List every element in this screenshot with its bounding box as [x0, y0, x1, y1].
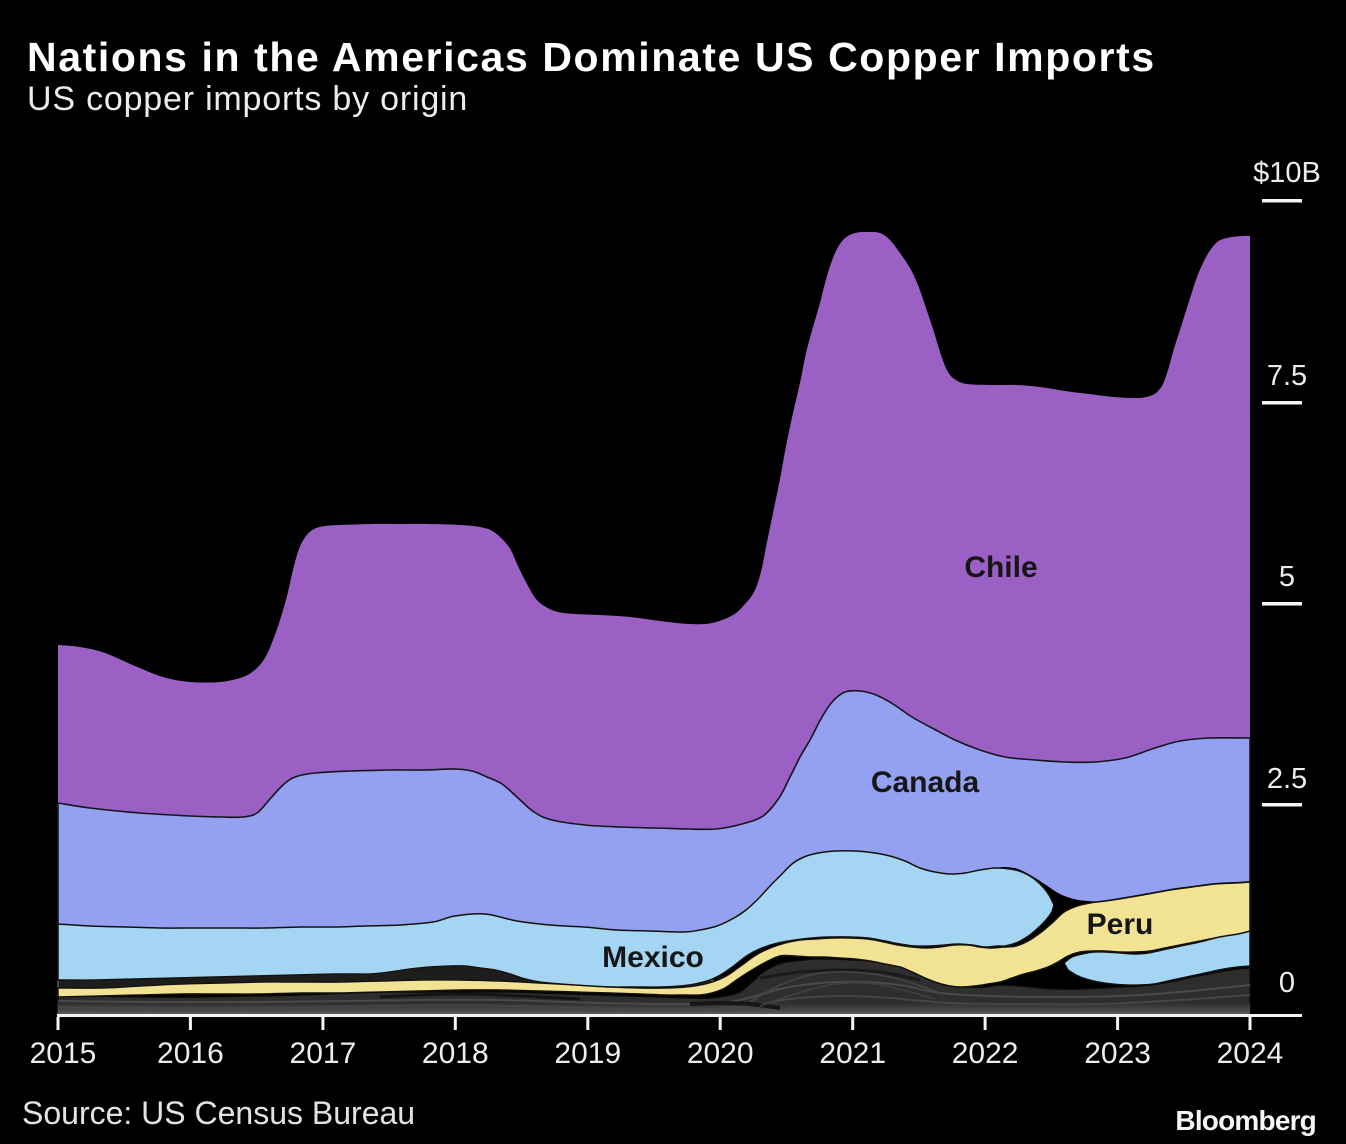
svg-text:2021: 2021 — [819, 1037, 886, 1070]
svg-text:$10B: $10B — [1253, 157, 1321, 189]
svg-text:Nations in the Americas Domina: Nations in the Americas Dominate US Copp… — [27, 34, 1156, 80]
svg-text:Bloomberg: Bloomberg — [1175, 1105, 1316, 1136]
svg-text:Canada: Canada — [871, 766, 980, 799]
svg-text:2019: 2019 — [554, 1037, 621, 1070]
svg-text:2017: 2017 — [290, 1037, 357, 1070]
svg-text:2016: 2016 — [157, 1037, 224, 1070]
svg-text:Mexico: Mexico — [602, 941, 704, 974]
svg-text:US copper imports by origin: US copper imports by origin — [27, 80, 468, 118]
svg-text:2015: 2015 — [30, 1037, 97, 1070]
svg-text:2020: 2020 — [687, 1037, 754, 1070]
svg-text:2023: 2023 — [1084, 1037, 1151, 1070]
svg-text:2018: 2018 — [422, 1037, 489, 1070]
svg-text:5: 5 — [1279, 561, 1295, 593]
svg-text:Peru: Peru — [1087, 908, 1154, 941]
svg-text:2022: 2022 — [952, 1037, 1019, 1070]
svg-text:Source: US Census Bureau: Source: US Census Bureau — [22, 1095, 415, 1131]
svg-text:0: 0 — [1279, 967, 1295, 999]
svg-text:7.5: 7.5 — [1267, 360, 1307, 392]
svg-text:2.5: 2.5 — [1267, 763, 1307, 795]
svg-text:Chile: Chile — [964, 551, 1037, 584]
svg-text:2024: 2024 — [1217, 1037, 1284, 1070]
